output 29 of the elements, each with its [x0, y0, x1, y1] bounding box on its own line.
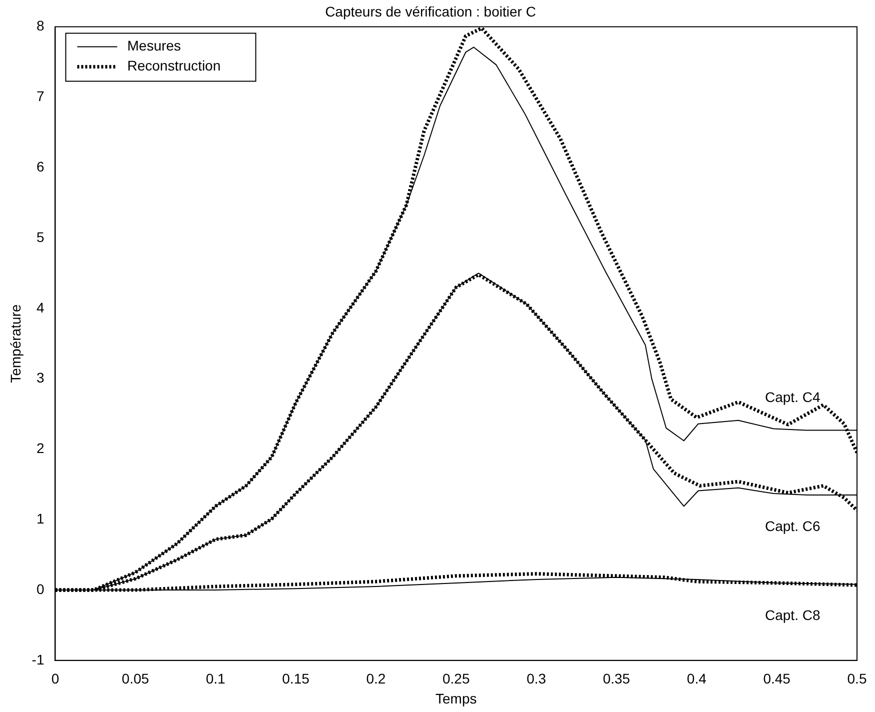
y-tick-label: 0 — [36, 580, 44, 597]
y-tick-label: 4 — [36, 299, 44, 316]
y-tick-label: 6 — [36, 158, 44, 174]
y-axis-title: Température — [7, 304, 24, 383]
x-tick-label: 0.5 — [847, 670, 867, 687]
annotation: Capt. C6 — [765, 518, 820, 534]
x-tick-label: 0.35 — [602, 670, 630, 687]
y-tick-label: 5 — [36, 228, 44, 245]
y-tick-label: 1 — [36, 510, 44, 526]
x-tick-label: 0.45 — [763, 670, 791, 687]
x-tick-label: 0.25 — [442, 670, 470, 687]
y-tick-label: 3 — [36, 370, 44, 386]
x-tick-label: 0.15 — [282, 670, 310, 687]
y-tick-label: 7 — [36, 88, 44, 104]
y-tick-label: -1 — [32, 651, 44, 668]
x-tick-label: 0.4 — [686, 670, 707, 687]
legend-label: Reconstruction — [127, 58, 221, 74]
chart-title: Capteurs de vérification : boitier C — [325, 3, 536, 20]
x-tick-label: 0.1 — [206, 670, 226, 687]
x-tick-label: 0.2 — [366, 670, 386, 687]
annotation: Capt. C4 — [765, 389, 820, 406]
annotation: Capt. C8 — [765, 607, 820, 624]
x-tick-label: 0.3 — [526, 670, 546, 687]
x-axis-title: Temps — [436, 690, 477, 706]
x-tick-label: 0 — [51, 670, 60, 687]
y-tick-label: 2 — [36, 440, 44, 456]
y-tick-label: 8 — [36, 18, 44, 34]
x-tick-label: 0.05 — [122, 670, 150, 687]
legend-label: Mesures — [127, 38, 181, 54]
